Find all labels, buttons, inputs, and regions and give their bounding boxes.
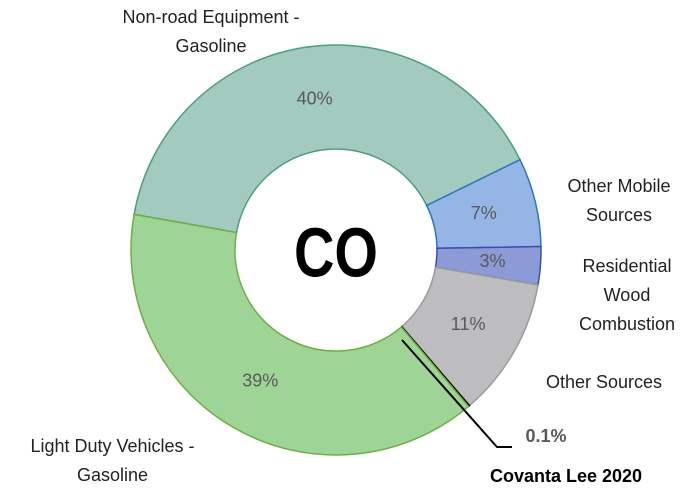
category-label: Other Mobile Sources (567, 176, 671, 225)
slice (130, 213, 470, 456)
leader-line (401, 339, 512, 448)
slice (133, 44, 522, 234)
data-label: 11% (451, 314, 486, 334)
data-label: 40% (297, 88, 333, 108)
category-label: Non-road Equipment - Gasoline (122, 7, 300, 56)
category-label: Covanta Lee 2020 (489, 466, 643, 486)
data-label: 3% (480, 251, 506, 271)
category-label: Other Sources (545, 372, 663, 392)
category-label: Light Duty Vehicles - Gasoline (30, 436, 195, 485)
data-label: 7% (471, 203, 497, 223)
data-label: 39% (242, 371, 278, 391)
data-label: 0.1% (525, 426, 566, 446)
center-label: CO (294, 215, 378, 292)
category-label: Residential Wood Combustion (578, 256, 676, 334)
